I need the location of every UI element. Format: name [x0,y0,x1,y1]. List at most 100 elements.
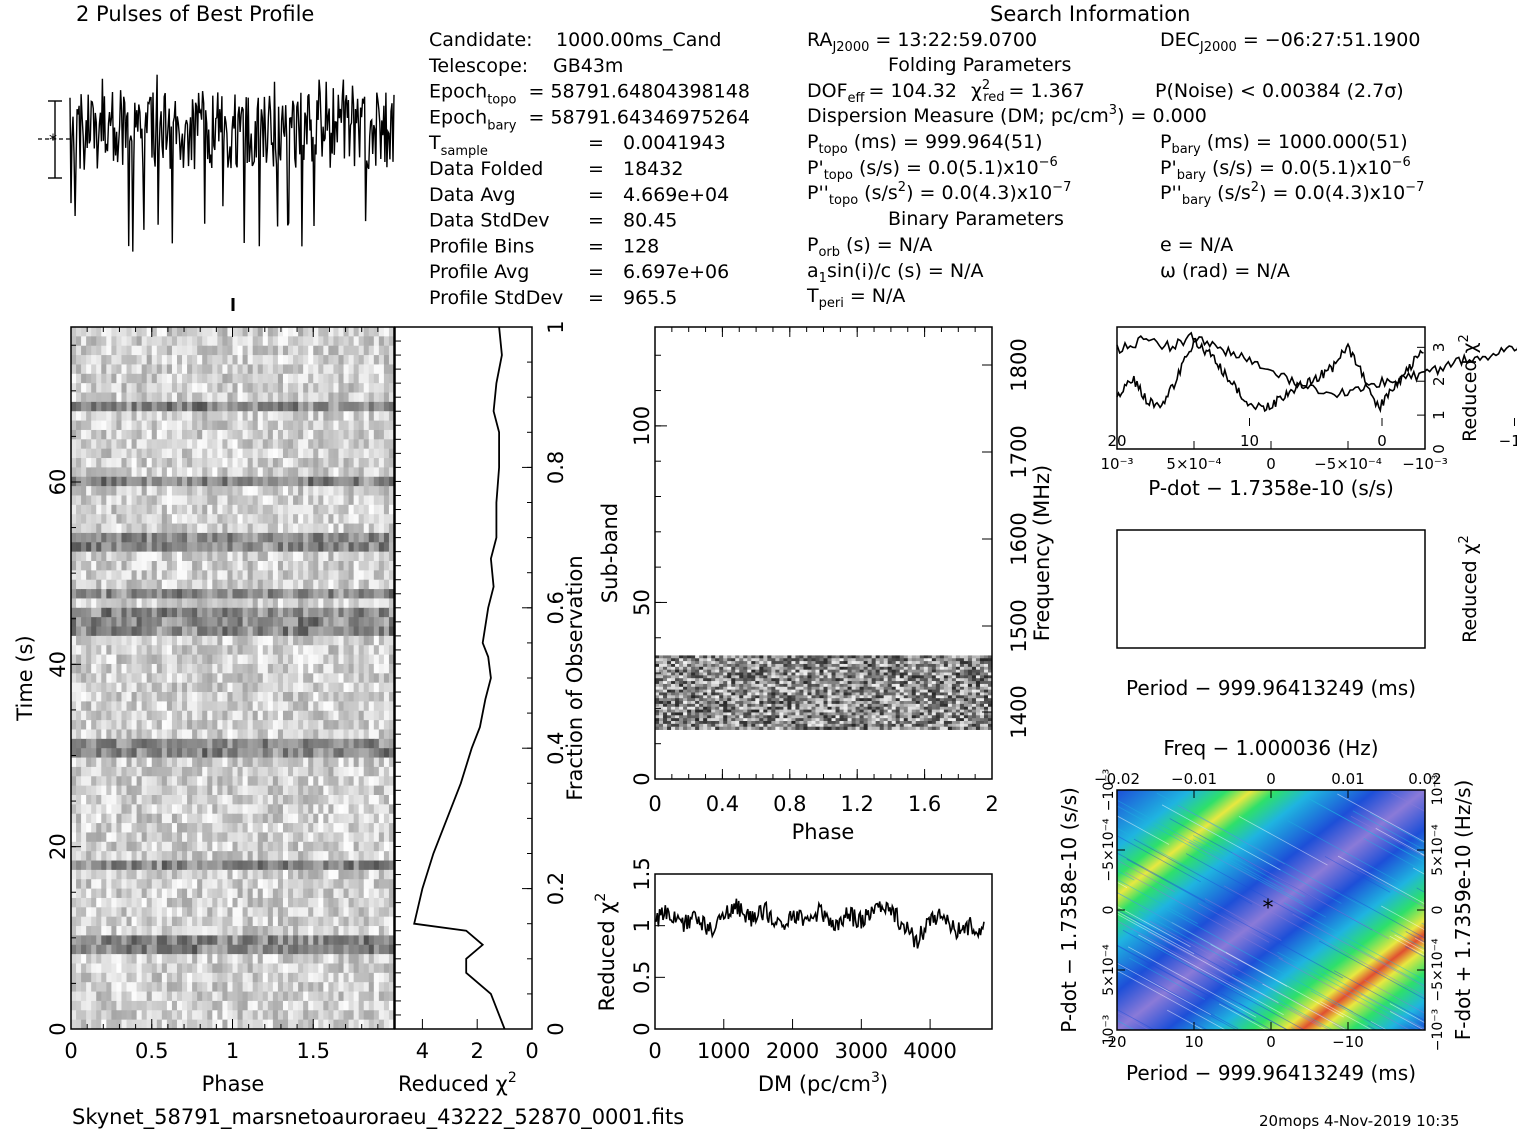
phase-tick: 1 [226,1039,239,1063]
mini-y-tick: 2 [1430,376,1448,386]
mini-y-tick: 1 [1430,410,1448,420]
period-pdot-map: * 20 10 0 −10−0.02 −0.01 0 0.01 0.0210⁻³5×10⁻⁴0… [1057,736,1475,1085]
p-noise: P(Noise) < 0.00384 (2.7σ) [1155,80,1404,102]
dm-chi-tick: 1.5 [630,857,654,890]
map-freq-tick: −0.01 [1171,770,1217,788]
pdot-axis-label: P-dot − 1.7358e-10 (s/s) [1148,476,1394,500]
svg-text:=: = [588,235,604,257]
ptopo-value: (ms) = 999.964(51) [854,131,1043,153]
a1-value: sin(i)/c (s) = N/A [827,260,984,282]
chi-tick: 4 [416,1039,429,1063]
info-label: Epochtopo = 58791.64804398148 [429,81,750,108]
mini-y-tick: 3 [1430,343,1448,353]
info-value: 965.5 [623,287,677,309]
period-chi-plot: 20 10 0 −10 0 1 2 3 Reduced χ2 Period − 999.964… [1107,331,1517,700]
fraction-tick: 1 [544,320,568,333]
fraction-tick: 0.8 [544,451,568,484]
frequency-tick: 1600 [1007,512,1031,565]
map-freq-tick: 0.01 [1331,770,1364,788]
phase-tick: 0.5 [135,1039,168,1063]
map-freq-tick: 0.02 [1408,770,1441,788]
info-value: 18432 [623,158,683,180]
map-period-tick: −10 [1332,1033,1364,1051]
info-label: Candidate: [429,29,533,51]
dm-chi-ylabel: Reduced χ2 [593,893,619,1012]
phase-tick: 0 [64,1039,77,1063]
subband-phase-tick: 2 [985,792,998,816]
pdot-topo-value: (s/s) = 0.0(5.1)x10 [859,157,1039,179]
info-label: Profile Avg [429,261,529,283]
info-value: 4.669e+04 [623,184,729,206]
fraction-tick: 0.6 [544,591,568,624]
time-tick: 60 [46,469,70,496]
info-left: Candidate: 1000.00ms_Cand Telescope: GB43m E… [428,29,750,309]
info-label: Tsample [428,132,488,159]
dm-tick: 4000 [903,1039,956,1063]
subband-tick: 0 [630,772,654,785]
time-tick: 0 [46,1022,70,1035]
subband-tick: 50 [630,589,654,616]
dec-value: = −06:27:51.1900 [1243,29,1421,51]
mini-x-tick: −5×10⁻⁴ [1314,455,1382,473]
subband-phase-tick: 1.6 [908,792,941,816]
info-label: Data Folded [429,158,543,180]
map-fdot-tick: −10⁻³ [1430,1009,1446,1052]
map-pdot-tick: −5×10⁻⁴ [1101,818,1117,882]
info-value: 128 [623,235,659,257]
svg-text:Dispersion Measure (DM; pc/cm3: Dispersion Measure (DM; pc/cm3) = 0.000 [807,103,1207,127]
dm-value: ) = 0.000 [1117,105,1207,127]
frequency-tick: 1500 [1007,599,1031,652]
subband-phase-tick: 1.2 [840,792,873,816]
folding-title: Folding Parameters [888,54,1071,76]
pdot-bary-value: (s/s) = 0.0(5.1)x10 [1212,157,1392,179]
frequency-axis-label: Frequency (MHz) [1030,465,1054,641]
period-chi-ylabel: Reduced χ2 [1457,535,1481,643]
map-fdot-tick: 10⁻³ [1430,775,1446,806]
dof-value: = 104.32 [868,80,956,102]
info-label: Telescope: [428,55,528,77]
dm-label: Dispersion Measure (DM; pc/cm [807,105,1109,127]
mini-x-tick: 20 [1107,432,1126,450]
freq-axis-label: Freq − 1.000036 (Hz) [1163,736,1378,760]
time-phase-plot: 0 20 40 60 0 0.5 1 1.5 Time (s) Phase [13,298,395,1096]
svg-text:Porb(s) = N/A: Porb (s) = N/A [807,234,932,260]
chi-tick: 0 [525,1039,538,1063]
period-axis-label: Period − 999.96413249 (ms) [1126,676,1416,700]
binary-title: Binary Parameters [888,208,1064,230]
info-value: 6.697e+06 [623,261,729,283]
phase-axis-label: Phase [202,1072,265,1096]
fraction-tick: 0 [544,1022,568,1035]
subband-phase-tick: 0 [648,792,661,816]
svg-text:=: = [588,184,604,206]
profile-title: 2 Pulses of Best Profile [76,2,314,26]
info-value: 1000.00ms_Cand [556,29,722,51]
chi-fraction-plot: 4 2 00 0.2 0.4 0.6 0.8 1 Reduced χ2 Fraction of… [394,320,587,1096]
dm-tick: 3000 [835,1039,888,1063]
subband-phase-tick: 0.8 [773,792,806,816]
svg-text:=: = [588,132,604,154]
frequency-tick: 1400 [1007,685,1031,738]
mini-x-tick: −10 [1499,432,1517,450]
svg-text:DECJ2000= −06:27:51.1900: DECJ2000 = −06:27:51.1900 [1160,29,1420,55]
map-fdot-axis-label: F-dot + 1.7359e-10 (Hz/s) [1451,780,1475,1041]
time-tick: 40 [46,651,70,678]
fraction-tick: 0.4 [544,731,568,764]
dm-chi-plot: 0 1000 2000 3000 4000 0 0.5 1 1.5 Reduced χ2 DM … [593,857,993,1096]
frequency-tick: 1800 [1007,338,1031,391]
svg-text:P'bary(s/s) = 0.0(5.1)x10−6: P'bary (s/s) = 0.0(5.1)x10−6 [1160,155,1411,183]
dm-chi-tick: 1 [630,919,654,932]
info-value: 80.45 [623,210,677,232]
mini-x-tick: 10⁻³ [1100,455,1133,473]
map-pdot-tick: −10⁻³ [1101,769,1117,812]
pddot-bary-value: ) = 0.0(4.3)x10 [1259,182,1405,204]
svg-text:P''topo(s/s2) = 0.0(4.3)x10−7: P''topo (s/s2) = 0.0(4.3)x10−7 [807,180,1071,208]
map-pdot-tick: 10⁻³ [1101,1015,1117,1046]
mini-x-tick: 0 [1266,455,1276,473]
profile-errorbar: * [38,100,72,179]
map-pdot-tick: 0 [1101,906,1117,915]
dm-tick: 1000 [697,1039,750,1063]
info-label: Profile StdDev [429,287,563,309]
mini-x-tick: −10⁻³ [1402,455,1448,473]
info-value: GB43m [553,55,623,77]
map-freq-tick: −0.02 [1094,770,1140,788]
